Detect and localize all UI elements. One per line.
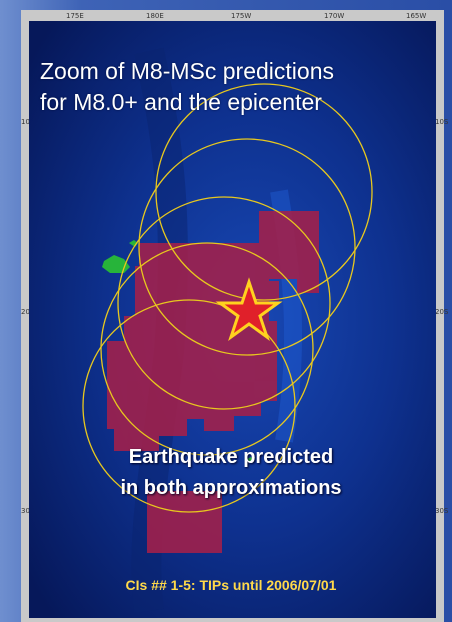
- top-tick-5: 165W: [406, 12, 427, 20]
- right-tick-3: 30S: [435, 507, 449, 515]
- map-layers: [29, 21, 436, 618]
- top-tick-4: 170W: [324, 12, 345, 20]
- island-fiji: [102, 255, 130, 273]
- prediction-note-line-1: Earthquake predicted: [128, 446, 334, 468]
- map-area: [29, 21, 436, 618]
- alarm-area-east: [259, 211, 319, 293]
- left-tick-1: 10S: [21, 118, 35, 126]
- island-tonga: [247, 457, 254, 463]
- tips-footer: CIs ## 1-5: TIPs until 2006/07/01: [125, 577, 337, 593]
- prediction-note-line-2: in both approximations: [120, 477, 342, 499]
- star-icon: [215, 277, 283, 341]
- title-line-2: for M8.0+ and the epicenter: [40, 89, 322, 115]
- left-tick-3: 30S: [21, 507, 35, 515]
- title-line-1: Zoom of M8-MSc predictions: [40, 58, 334, 84]
- prediction-circle-1: [155, 83, 373, 301]
- right-tick-2: 20S: [435, 308, 449, 316]
- right-tick-1: 10S: [435, 118, 449, 126]
- map-frame: 175E 180E 175W 170W 165W 10S 20S 30S 10S…: [21, 10, 448, 622]
- prediction-circle-3: [117, 196, 331, 410]
- top-tick-3: 175W: [231, 12, 252, 20]
- prediction-note: Earthquake predicted in both approximati…: [40, 442, 422, 504]
- map-title: Zoom of M8-MSc predictions for M8.0+ and…: [40, 56, 420, 118]
- alarm-area-south: [147, 491, 222, 553]
- top-tick-2: 180E: [146, 12, 164, 20]
- prediction-circle-4: [100, 242, 314, 456]
- prediction-circles: [82, 83, 373, 513]
- top-tick-1: 175E: [66, 12, 84, 20]
- left-tick-2: 20S: [21, 308, 35, 316]
- prediction-circle-5: [82, 299, 296, 513]
- prediction-circle-2: [138, 138, 356, 356]
